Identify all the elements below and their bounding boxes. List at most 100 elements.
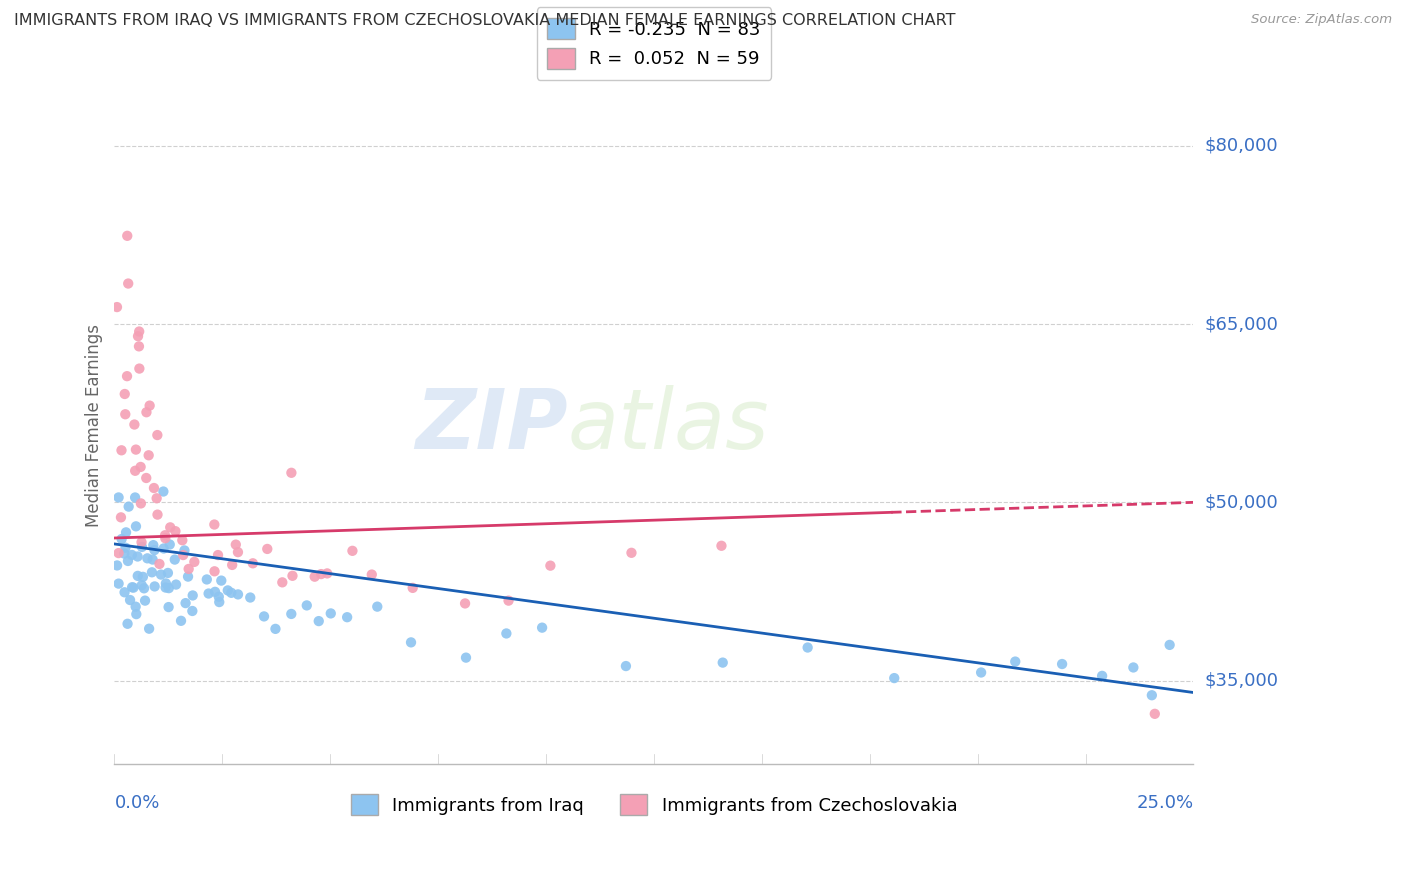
Point — [152, 541, 174, 556]
Point — [145, 491, 167, 506]
Point — [115, 525, 138, 540]
Point — [402, 581, 425, 595]
Point — [125, 442, 148, 457]
Point — [710, 539, 733, 553]
Point — [195, 573, 218, 587]
Point — [129, 496, 152, 510]
Point — [135, 471, 157, 485]
Point — [1140, 688, 1163, 702]
Point — [225, 538, 247, 552]
Text: $35,000: $35,000 — [1205, 672, 1278, 690]
Point — [242, 557, 264, 571]
Point — [107, 576, 129, 591]
Point — [172, 533, 194, 548]
Point — [538, 558, 561, 573]
Point — [165, 577, 187, 591]
Point — [316, 566, 339, 581]
Point — [110, 443, 132, 458]
Point — [970, 665, 993, 680]
Point — [1159, 638, 1181, 652]
Point — [177, 569, 200, 583]
Text: Source: ZipAtlas.com: Source: ZipAtlas.com — [1251, 13, 1392, 27]
Point — [138, 399, 160, 413]
Point — [134, 593, 156, 607]
Point — [1143, 706, 1166, 721]
Point — [264, 622, 287, 636]
Point — [143, 543, 166, 558]
Point — [155, 576, 177, 591]
Point — [150, 567, 173, 582]
Point — [124, 417, 146, 432]
Point — [172, 548, 194, 562]
Point — [280, 607, 302, 621]
Point — [143, 579, 166, 593]
Point — [128, 325, 150, 339]
Point — [209, 574, 232, 588]
Point — [197, 586, 219, 600]
Point — [454, 650, 477, 665]
Point — [271, 575, 294, 590]
Point — [131, 535, 153, 549]
Point — [163, 552, 186, 566]
Point — [217, 583, 239, 598]
Point — [208, 595, 231, 609]
Point — [118, 500, 141, 514]
Point — [174, 596, 197, 610]
Point — [153, 528, 176, 542]
Text: IMMIGRANTS FROM IRAQ VS IMMIGRANTS FROM CZECHOSLOVAKIA MEDIAN FEMALE EARNINGS CO: IMMIGRANTS FROM IRAQ VS IMMIGRANTS FROM … — [14, 13, 956, 29]
Point — [208, 590, 231, 604]
Point — [121, 548, 143, 562]
Point — [155, 581, 177, 595]
Point — [127, 329, 149, 343]
Point — [170, 614, 193, 628]
Point — [143, 481, 166, 495]
Text: $80,000: $80,000 — [1205, 136, 1278, 155]
Point — [498, 593, 520, 607]
Point — [295, 599, 318, 613]
Text: 0.0%: 0.0% — [114, 795, 160, 813]
Point — [114, 407, 136, 421]
Point — [117, 228, 139, 243]
Point — [111, 532, 134, 546]
Point — [366, 599, 388, 614]
Legend: Immigrants from Iraq, Immigrants from Czechoslovakia: Immigrants from Iraq, Immigrants from Cz… — [343, 788, 965, 822]
Point — [122, 581, 145, 595]
Point — [253, 609, 276, 624]
Point — [124, 599, 146, 614]
Point — [309, 567, 332, 582]
Point — [221, 586, 243, 600]
Point — [131, 578, 153, 592]
Point — [124, 491, 146, 505]
Point — [183, 555, 205, 569]
Point — [157, 581, 180, 595]
Point — [614, 659, 637, 673]
Point — [399, 635, 422, 649]
Point — [107, 546, 129, 560]
Point — [796, 640, 818, 655]
Point — [117, 554, 139, 568]
Point — [121, 580, 143, 594]
Point — [204, 585, 226, 599]
Point — [146, 428, 169, 442]
Point — [304, 570, 326, 584]
Point — [495, 626, 517, 640]
Point — [155, 531, 177, 545]
Point — [1122, 660, 1144, 674]
Point — [883, 671, 905, 685]
Point — [142, 538, 165, 552]
Point — [177, 562, 200, 576]
Point — [1050, 657, 1073, 671]
Point — [138, 622, 160, 636]
Text: atlas: atlas — [568, 384, 769, 466]
Point — [138, 448, 160, 462]
Point — [342, 544, 364, 558]
Point — [152, 484, 174, 499]
Point — [1004, 655, 1026, 669]
Point — [131, 540, 153, 554]
Point — [125, 519, 148, 533]
Point — [620, 546, 643, 560]
Point — [157, 600, 180, 615]
Point — [454, 596, 477, 610]
Point — [204, 564, 226, 578]
Point — [114, 387, 136, 401]
